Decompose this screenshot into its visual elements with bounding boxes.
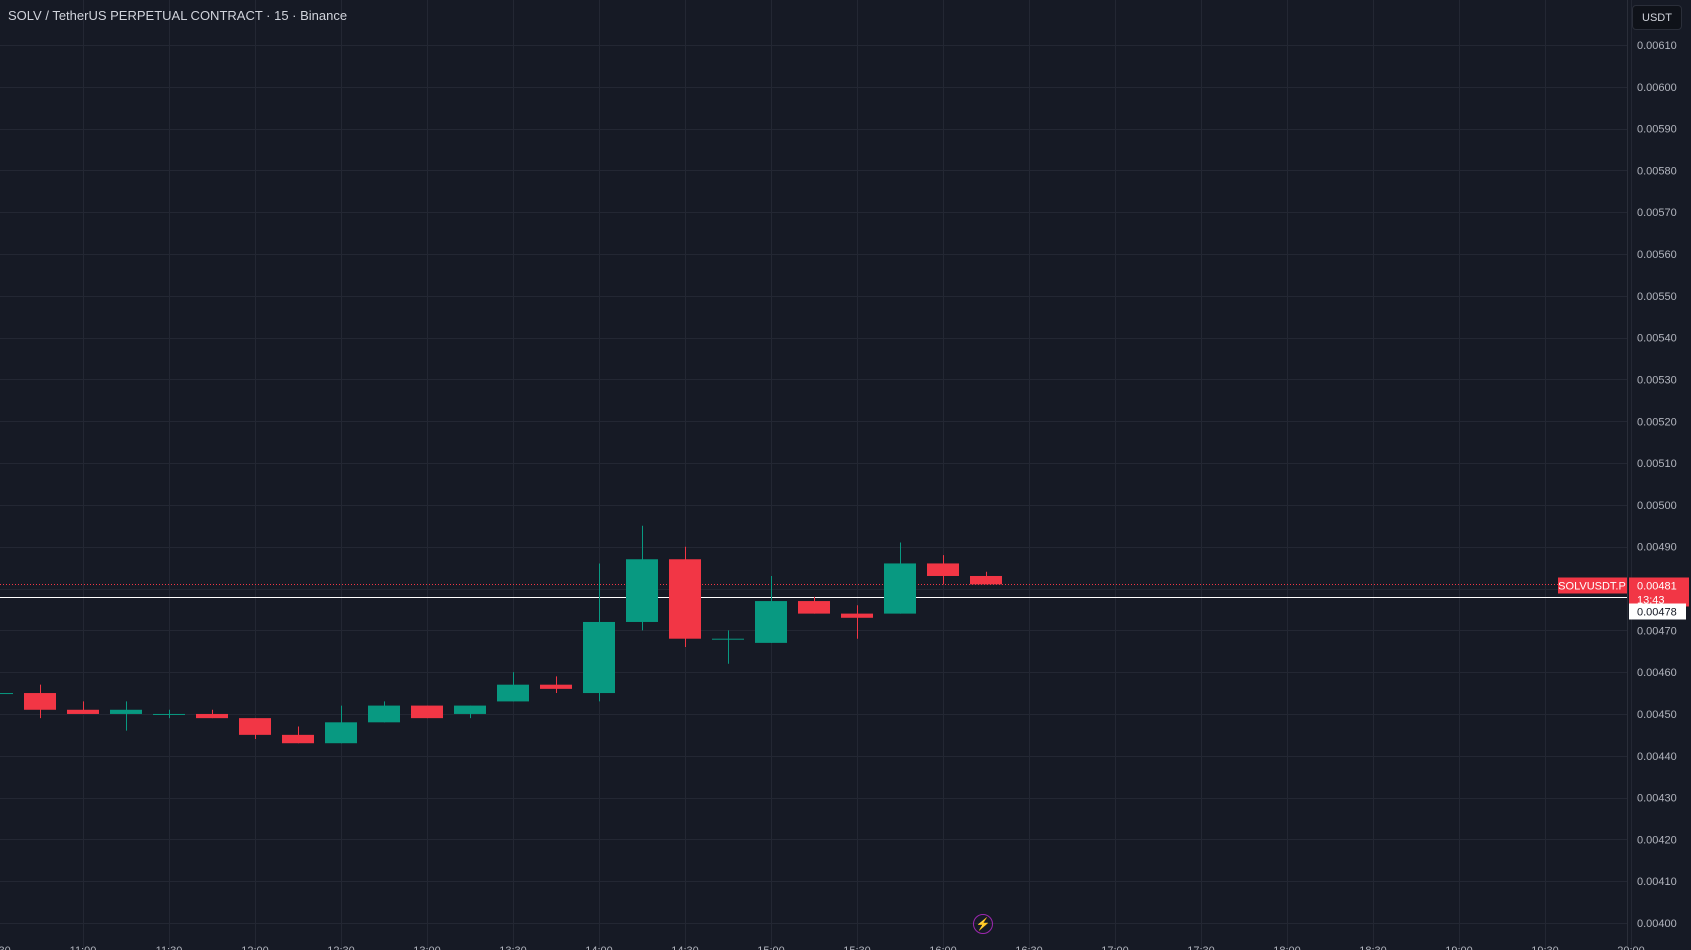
- currency-button[interactable]: USDT: [1632, 5, 1682, 30]
- x-tick-label: 17:00: [1101, 945, 1129, 950]
- candle-body-down: [239, 718, 271, 735]
- x-tick-label: 16:00: [929, 945, 957, 950]
- x-tick-label: 10:30: [0, 945, 11, 950]
- y-tick-label: 0.00580: [1637, 165, 1677, 177]
- y-tick-label: 0.00510: [1637, 458, 1677, 470]
- y-tick-label: 0.00540: [1637, 333, 1677, 345]
- x-tick-label: 18:30: [1359, 945, 1387, 950]
- candle-body-up: [110, 709, 142, 714]
- y-tick-label: 0.00410: [1637, 876, 1677, 888]
- last-price-tag: 0.00481: [1637, 581, 1677, 593]
- x-tick-label: 11:00: [70, 945, 97, 950]
- x-tick-label: 19:00: [1445, 945, 1473, 950]
- lightning-icon[interactable]: ⚡: [973, 914, 993, 934]
- y-tick-label: 0.00550: [1637, 291, 1677, 303]
- y-tick-label: 0.00430: [1637, 793, 1677, 805]
- y-tick-label: 0.00530: [1637, 374, 1677, 386]
- candle-body-up: [497, 684, 529, 702]
- y-tick-label: 0.00490: [1637, 542, 1677, 554]
- symbol-tag-bg: [1558, 577, 1627, 594]
- candle-body-down: [927, 563, 959, 576]
- candle-body-up: [626, 559, 658, 622]
- x-tick-label: 13:00: [413, 945, 441, 950]
- candle-body-down: [669, 559, 701, 639]
- symbol-tag: SOLVUSDT.P: [1558, 581, 1626, 593]
- candle-body-up: [712, 638, 744, 640]
- y-tick-label: 0.00470: [1637, 625, 1677, 637]
- y-tick-label: 0.00440: [1637, 751, 1677, 763]
- y-tick-label: 0.00570: [1637, 207, 1677, 219]
- x-tick-label: 15:00: [757, 945, 785, 950]
- x-tick-label: 19:30: [1531, 945, 1559, 950]
- y-tick-label: 0.00600: [1637, 82, 1677, 94]
- candle-body-up: [884, 563, 916, 614]
- candle-body-up: [368, 705, 400, 723]
- last-price-tag-bg: [1629, 577, 1689, 607]
- candle-body-up: [0, 693, 13, 695]
- candle-body-down: [970, 575, 1002, 585]
- y-tick-label: 0.00610: [1637, 40, 1677, 52]
- x-tick-label: 12:30: [327, 945, 355, 950]
- y-tick-label: 0.00590: [1637, 124, 1677, 136]
- y-tick-label: 0.00420: [1637, 834, 1677, 846]
- candle-body-down: [540, 684, 572, 689]
- x-tick-label: 11:30: [156, 945, 183, 950]
- y-tick-label: 0.00560: [1637, 249, 1677, 261]
- candle-body-up: [153, 713, 185, 715]
- candle-body-up: [583, 621, 615, 694]
- candle-body-down: [841, 613, 873, 618]
- crosshair-price-tag-bg: [1629, 603, 1686, 620]
- crosshair-price-tag: 0.00478: [1637, 607, 1677, 619]
- x-tick-label: 17:30: [1187, 945, 1215, 950]
- candle-body-down: [67, 709, 99, 714]
- y-tick-label: 0.00450: [1637, 709, 1677, 721]
- candle-body-up: [454, 705, 486, 714]
- x-tick-label: 15:30: [843, 945, 871, 950]
- x-tick-label: 20:00: [1617, 945, 1645, 950]
- x-tick-label: 14:00: [585, 945, 613, 950]
- x-tick-label: 18:00: [1273, 945, 1301, 950]
- x-tick-label: 13:30: [499, 945, 527, 950]
- y-tick-label: 0.00400: [1637, 918, 1677, 930]
- y-tick-label: 0.00520: [1637, 416, 1677, 428]
- candle-body-down: [24, 693, 56, 710]
- candle-body-up: [755, 601, 787, 643]
- y-tick-label: 0.00460: [1637, 667, 1677, 679]
- candle-body-down: [798, 601, 830, 614]
- x-tick-label: 14:30: [671, 945, 699, 950]
- candle-body-up: [325, 722, 357, 744]
- candle-body-down: [282, 734, 314, 744]
- symbol-title: SOLV / TetherUS PERPETUAL CONTRACT · 15 …: [8, 8, 348, 23]
- x-tick-label: 16:30: [1015, 945, 1043, 950]
- x-tick-label: 12:00: [241, 945, 269, 950]
- candle-body-down: [411, 705, 443, 719]
- candle-body-down: [196, 713, 228, 719]
- y-tick-label: 0.00500: [1637, 500, 1677, 512]
